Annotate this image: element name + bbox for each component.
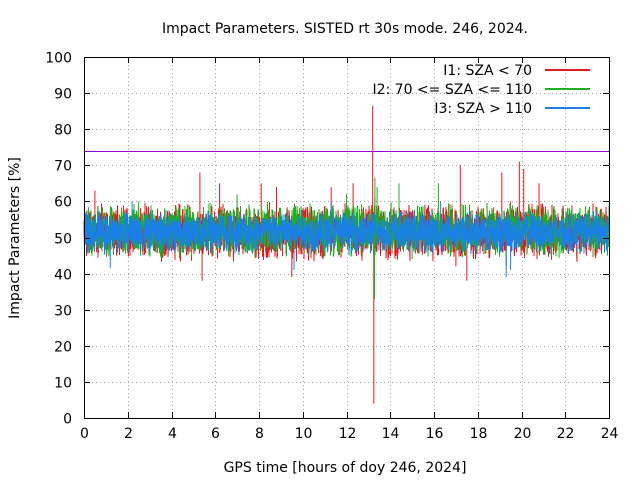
y-tick-label: 40	[54, 268, 72, 284]
y-tick-label: 100	[45, 51, 72, 67]
x-tick-label: 20	[514, 426, 532, 442]
x-tick-label: 2	[124, 426, 133, 442]
x-axis-label: GPS time [hours of doy 246, 2024]	[224, 460, 467, 476]
y-tick-label: 20	[54, 340, 72, 356]
legend-label-2: I2: 70 <= SZA <= 110	[372, 82, 532, 98]
legend-label-1: I1: SZA < 70	[443, 63, 532, 79]
chart-title: Impact Parameters. SISTED rt 30s mode. 2…	[162, 21, 528, 37]
axis-ticks: 0 2 4 6 8 10 12 14 16 18 20 22 240102030405060708090…	[45, 51, 618, 443]
x-tick-label: 8	[255, 426, 264, 442]
x-tick-label: 18	[470, 426, 488, 442]
x-tick-label: 4	[168, 426, 177, 442]
x-tick-label: 16	[426, 426, 444, 442]
y-tick-label: 0	[63, 412, 72, 428]
x-tick-label: 14	[382, 426, 400, 442]
y-tick-label: 90	[54, 87, 72, 103]
x-tick-label: 6	[211, 426, 220, 442]
x-tick-label: 0	[80, 426, 89, 442]
y-tick-label: 10	[54, 376, 72, 392]
y-tick-label: 50	[54, 232, 72, 248]
y-axis-label: Impact Parameters [%]	[7, 157, 23, 319]
y-tick-label: 30	[54, 304, 72, 320]
y-tick-label: 80	[54, 123, 72, 139]
x-tick-label: 22	[557, 426, 575, 442]
y-tick-label: 60	[54, 195, 72, 211]
x-tick-label: 12	[339, 426, 357, 442]
x-tick-label: 10	[295, 426, 313, 442]
x-tick-label: 24	[601, 426, 619, 442]
y-tick-label: 70	[54, 159, 72, 175]
legend: I1: SZA < 70 I2: 70 <= SZA <= 110 I3: SZA …	[372, 63, 590, 117]
legend-label-3: I3: SZA > 110	[434, 101, 532, 117]
